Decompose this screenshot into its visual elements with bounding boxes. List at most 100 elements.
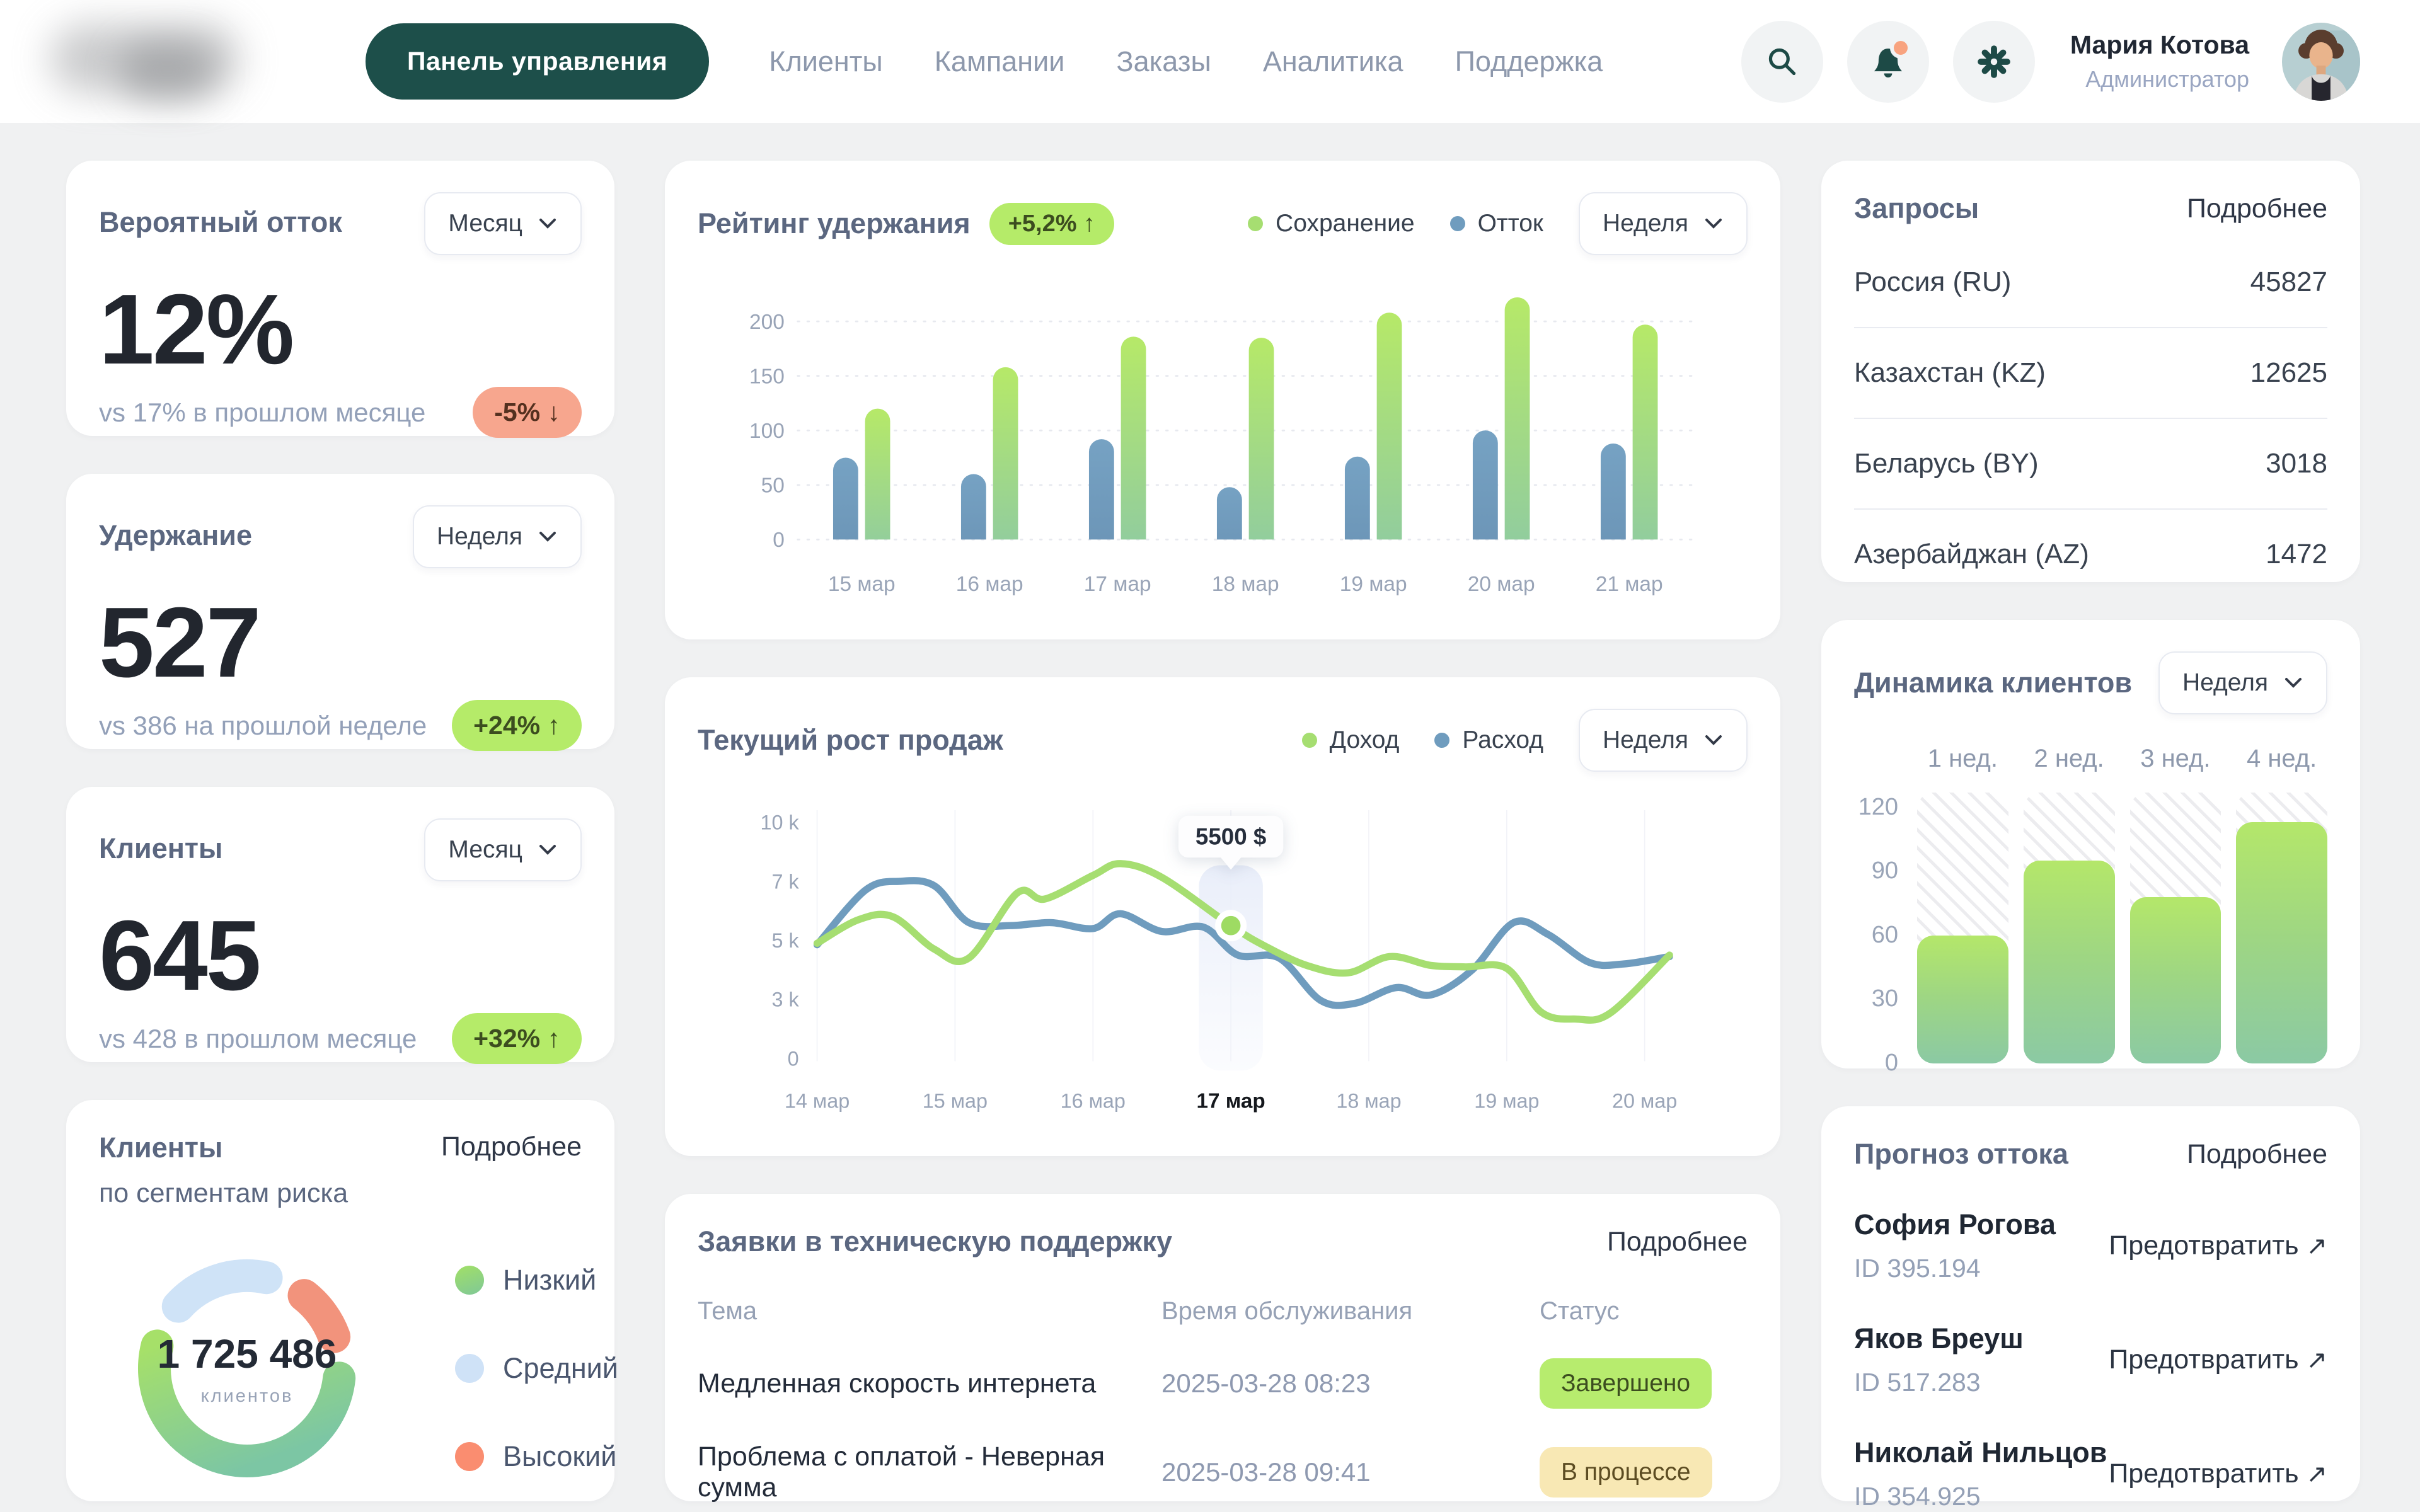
- arrow-up-right-icon: ↗: [2306, 1232, 2327, 1260]
- list-item[interactable]: Азербайджан (AZ) 1472: [1854, 510, 2327, 599]
- svg-text:20 мар: 20 мар: [1612, 1090, 1677, 1113]
- chevron-down-icon: [2283, 676, 2303, 690]
- kpi-compare: vs 386 на прошлой неделе: [99, 711, 427, 741]
- svg-text:14 мар: 14 мар: [785, 1090, 850, 1113]
- kpi-compare: vs 17% в прошлом месяце: [99, 398, 425, 428]
- risk-card-title: Клиенты: [99, 1131, 348, 1164]
- dashboard-button[interactable]: Панель управления: [366, 23, 709, 100]
- chevron-down-icon: [1703, 217, 1724, 231]
- list-item[interactable]: Россия (RU) 45827: [1854, 238, 2327, 328]
- period-dropdown[interactable]: Месяц: [424, 192, 582, 255]
- sales-line-chart: 03 k5 k7 k10 k5500 $14 мар15 мар16 мар17…: [698, 788, 1748, 1125]
- retention-change-badge: +5,2% ↑: [989, 203, 1114, 245]
- requests-card: Запросы Подробнее Россия (RU) 45827 Каза…: [1821, 161, 2360, 582]
- legend-dot-medium: [455, 1354, 484, 1383]
- dynamics-bar: [2236, 793, 2327, 1063]
- support-table-header: Тема Время обслуживания Статус: [698, 1297, 1748, 1326]
- sales-title: Текущий рост продаж: [698, 724, 1003, 757]
- svg-text:200: 200: [749, 311, 785, 334]
- period-dropdown[interactable]: Месяц: [424, 818, 582, 881]
- churn-forecast-card: Прогноз оттока Подробнее София Рогова ID…: [1821, 1106, 2360, 1501]
- support-more-link[interactable]: Подробнее: [1607, 1227, 1748, 1257]
- retention-rating-card: Рейтинг удержания +5,2% ↑ Сохранение Отт…: [665, 161, 1780, 639]
- retention-title: Рейтинг удержания: [698, 207, 971, 240]
- dynamics-bar: [1917, 793, 2008, 1063]
- period-dropdown[interactable]: Неделя: [413, 505, 582, 568]
- svg-text:19 мар: 19 мар: [1340, 573, 1407, 596]
- svg-text:100: 100: [749, 420, 785, 443]
- user-role: Администратор: [2070, 66, 2249, 93]
- legend-dot-income: [1302, 733, 1317, 748]
- list-item[interactable]: Казахстан (KZ) 12625: [1854, 328, 2327, 419]
- nav-item-clients[interactable]: Клиенты: [769, 45, 882, 78]
- prevent-link[interactable]: Предотвратить↗: [2109, 1344, 2327, 1375]
- prevent-link[interactable]: Предотвратить↗: [2109, 1230, 2327, 1261]
- svg-text:5 k: 5 k: [771, 929, 799, 952]
- dynamics-period-dropdown[interactable]: Неделя: [2158, 651, 2327, 714]
- donut-center-label: клиентов: [201, 1386, 294, 1407]
- notifications-button[interactable]: [1847, 21, 1929, 103]
- logo: [38, 18, 265, 106]
- kpi-value: 645: [99, 899, 582, 1013]
- svg-text:17 мар: 17 мар: [1084, 573, 1151, 596]
- dynamics-title: Динамика клиентов: [1854, 667, 2132, 699]
- legend-dot-expense: [1434, 733, 1449, 748]
- svg-text:10 k: 10 k: [760, 811, 799, 834]
- dynamics-bar: [2024, 793, 2115, 1063]
- kpi-card-retention: Удержание Неделя 527 vs 386 на прошлой н…: [66, 474, 614, 749]
- kpi-title: Удержание: [99, 519, 252, 552]
- dynamics-bar: [2130, 793, 2221, 1063]
- prevent-link[interactable]: Предотвратить↗: [2109, 1458, 2327, 1489]
- donut-center-value: 1 725 486: [158, 1331, 337, 1377]
- search-button[interactable]: [1741, 21, 1823, 103]
- svg-text:16 мар: 16 мар: [1061, 1090, 1126, 1113]
- list-item[interactable]: Беларусь (BY) 3018: [1854, 419, 2327, 510]
- risk-donut-chart: 1 725 486 клиентов: [99, 1220, 395, 1512]
- chevron-down-icon: [538, 217, 558, 231]
- top-bar: Панель управления Клиенты Кампании Заказ…: [0, 0, 2420, 123]
- avatar[interactable]: [2282, 23, 2360, 101]
- list-item: София Рогова ID 395.194 Предотвратить↗: [1854, 1182, 2327, 1296]
- status-badge: В процессе: [1540, 1447, 1712, 1498]
- kpi-title: Вероятный отток: [99, 206, 342, 239]
- risk-more-link[interactable]: Подробнее: [441, 1131, 582, 1162]
- requests-more-link[interactable]: Подробнее: [2187, 193, 2327, 224]
- sales-legend: Доход Расход: [1302, 726, 1543, 754]
- risk-segments-card: Клиенты по сегментам риска Подробнее 1 7…: [66, 1100, 614, 1501]
- legend-dot-high: [455, 1442, 484, 1471]
- legend-dot-low: [455, 1266, 484, 1295]
- churn-more-link[interactable]: Подробнее: [2187, 1139, 2327, 1170]
- nav-item-analytics[interactable]: Аналитика: [1263, 45, 1403, 78]
- kpi-card-churn: Вероятный отток Месяц 12% vs 17% в прошл…: [66, 161, 614, 436]
- list-item: Николай Нильцов ID 354.925 Предотвратить…: [1854, 1410, 2327, 1512]
- svg-text:5500 $: 5500 $: [1196, 823, 1266, 849]
- search-icon: [1764, 43, 1801, 80]
- main-nav: Клиенты Кампании Заказы Аналитика Поддер…: [769, 45, 1603, 78]
- nav-item-campaigns[interactable]: Кампании: [935, 45, 1065, 78]
- list-item: Яков Бреуш ID 517.283 Предотвратить↗: [1854, 1296, 2327, 1410]
- sales-period-dropdown[interactable]: Неделя: [1579, 709, 1748, 772]
- svg-text:16 мар: 16 мар: [956, 573, 1023, 596]
- table-row[interactable]: Медленная скорость интернета 2025-03-28 …: [698, 1358, 1748, 1409]
- kpi-value: 12%: [99, 273, 582, 387]
- status-badge: Завершено: [1540, 1358, 1712, 1409]
- table-row[interactable]: Проблема с оплатой - Неверная сумма 2025…: [698, 1441, 1748, 1503]
- svg-text:50: 50: [761, 474, 785, 498]
- svg-text:18 мар: 18 мар: [1212, 573, 1279, 596]
- legend-dot-churn: [1450, 216, 1465, 231]
- settings-button[interactable]: [1953, 21, 2035, 103]
- risk-card-subtitle: по сегментам риска: [99, 1178, 348, 1209]
- support-title: Заявки в техническую поддержку: [698, 1225, 1172, 1258]
- kpi-trend-badge: +24% ↑: [452, 700, 582, 751]
- sales-growth-card: Текущий рост продаж Доход Расход Неделя …: [665, 677, 1780, 1156]
- nav-item-support[interactable]: Поддержка: [1455, 45, 1603, 78]
- legend-dot-save: [1248, 216, 1263, 231]
- notification-dot: [1890, 37, 1911, 59]
- svg-text:19 мар: 19 мар: [1474, 1090, 1539, 1113]
- svg-text:17 мар: 17 мар: [1197, 1090, 1265, 1113]
- nav-item-orders[interactable]: Заказы: [1116, 45, 1211, 78]
- chevron-down-icon: [538, 530, 558, 544]
- retention-period-dropdown[interactable]: Неделя: [1579, 192, 1748, 255]
- chevron-down-icon: [1703, 733, 1724, 747]
- requests-title: Запросы: [1854, 192, 1979, 225]
